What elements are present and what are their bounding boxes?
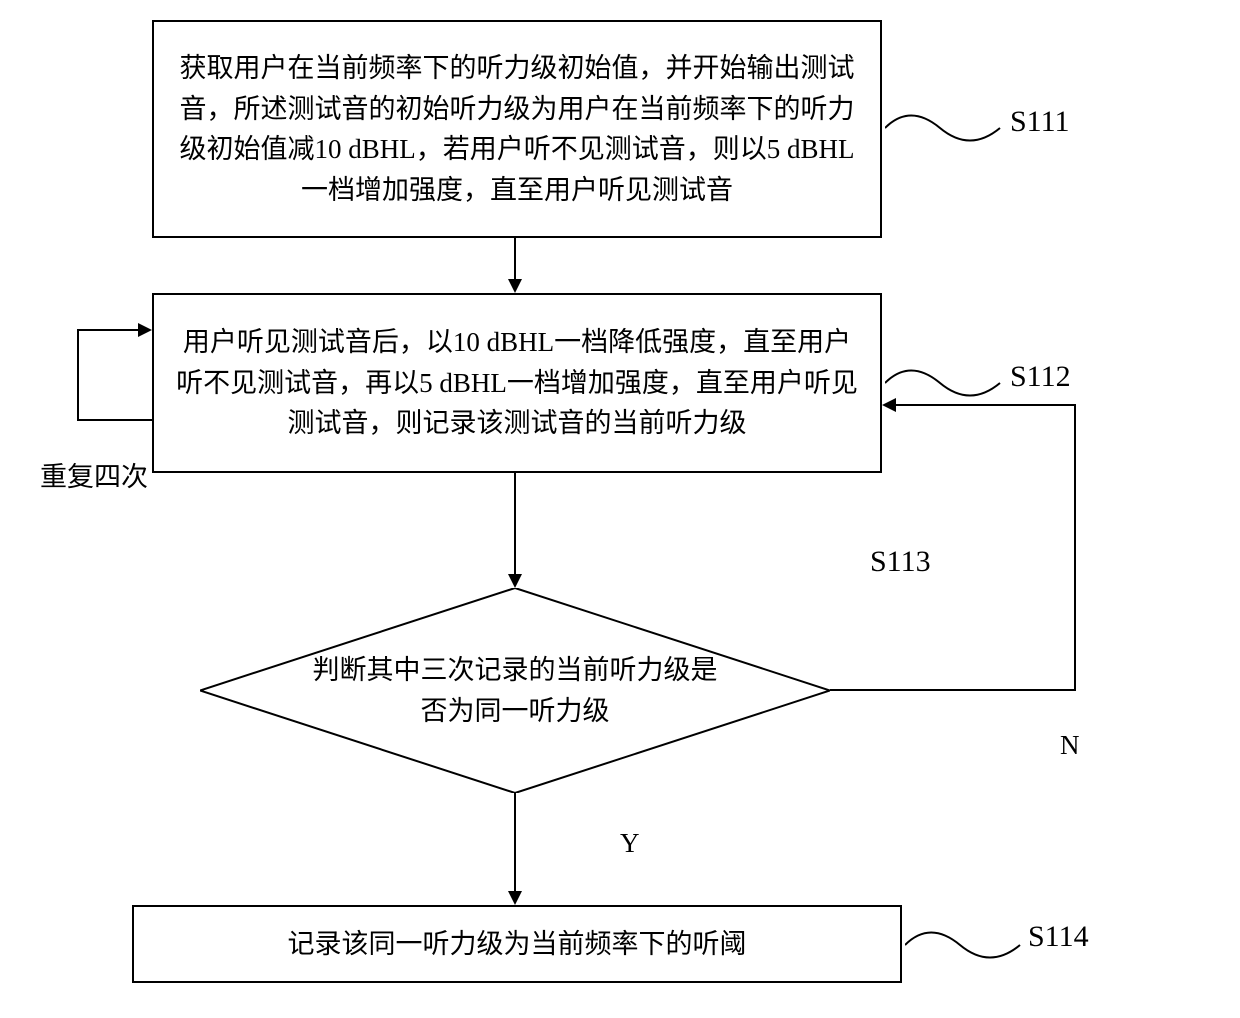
process-text-s112: 用户听见测试音后，以10 dBHL一档降低强度，直至用户听不见测试音，再以5 d… bbox=[174, 322, 860, 444]
loop-arrow-repeat-four bbox=[70, 320, 160, 430]
step-label-s112: S112 bbox=[1010, 360, 1071, 394]
process-text-s111: 获取用户在当前频率下的听力级初始值，并开始输出测试音，所述测试音的初始听力级为用… bbox=[174, 48, 860, 210]
process-box-s114: 记录该同一听力级为当前频率下的听阈 bbox=[132, 905, 902, 983]
decision-box-s113: 判断其中三次记录的当前听力级是否为同一听力级 bbox=[200, 588, 830, 793]
arrow-s112-to-s113 bbox=[505, 473, 525, 588]
arrow-no-branch bbox=[830, 395, 1090, 705]
step-label-s111: S111 bbox=[1010, 105, 1069, 139]
connector-wave-s111 bbox=[885, 108, 1005, 148]
process-box-s112: 用户听见测试音后，以10 dBHL一档降低强度，直至用户听不见测试音，再以5 d… bbox=[152, 293, 882, 473]
connector-wave-s114 bbox=[905, 925, 1025, 965]
process-text-s114: 记录该同一听力级为当前频率下的听阈 bbox=[288, 924, 747, 965]
arrow-s111-to-s112 bbox=[505, 238, 525, 293]
decision-text-s113: 判断其中三次记录的当前听力级是否为同一听力级 bbox=[200, 588, 830, 793]
process-box-s111: 获取用户在当前频率下的听力级初始值，并开始输出测试音，所述测试音的初始听力级为用… bbox=[152, 20, 882, 238]
loop-label-repeat-four: 重复四次 bbox=[40, 455, 148, 494]
arrow-yes-branch bbox=[505, 793, 525, 905]
no-label: N bbox=[1060, 730, 1080, 761]
yes-label: Y bbox=[620, 828, 640, 859]
step-label-s114: S114 bbox=[1028, 920, 1089, 954]
